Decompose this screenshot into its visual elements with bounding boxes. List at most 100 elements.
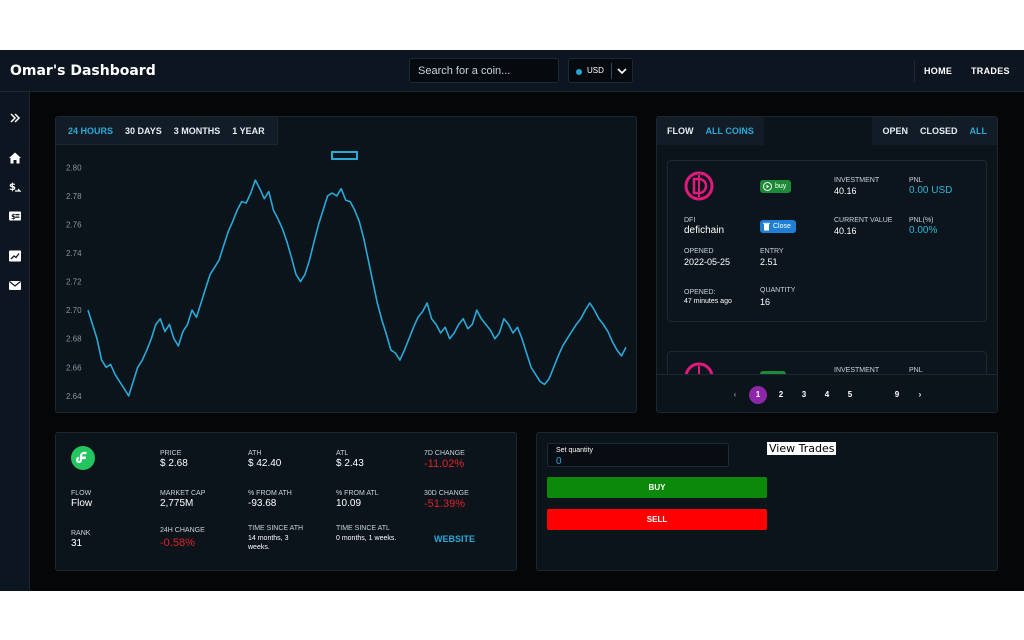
grid-dot (368, 233, 369, 234)
grid-dot (332, 233, 333, 234)
grid-dot (557, 188, 558, 189)
grid-dot (305, 296, 306, 297)
grid-dot (593, 251, 594, 252)
tab-1-year[interactable]: 1 YEAR (232, 125, 265, 136)
grid-dot (350, 242, 351, 243)
grid-dot (413, 161, 414, 162)
pagination-next-button[interactable]: › (918, 390, 922, 399)
grid-dot (98, 341, 99, 342)
grid-dot (251, 287, 252, 288)
grid-dot (485, 395, 486, 396)
nav-trades-link[interactable]: TRADES (971, 66, 1010, 76)
grid-dot (368, 224, 369, 225)
grid-dot (539, 314, 540, 315)
grid-dot (215, 170, 216, 171)
grid-dot (269, 332, 270, 333)
grid-dot (332, 242, 333, 243)
grid-dot (359, 386, 360, 387)
grid-dot (152, 224, 153, 225)
tab-all[interactable]: ALL (969, 126, 988, 136)
grid-dot (251, 386, 252, 387)
grid-dot (467, 269, 468, 270)
nav-home-link[interactable]: HOME (924, 66, 953, 76)
close-trade-button[interactable]: Close (760, 220, 796, 233)
grid-dot (98, 332, 99, 333)
grid-dot (566, 260, 567, 261)
tab-3-months[interactable]: 3 MONTHS (173, 125, 221, 136)
grid-dot (395, 278, 396, 279)
page-3-button[interactable]: 3 (801, 390, 807, 399)
grid-dot (107, 386, 108, 387)
market-cap-label: MARKET CAP (160, 490, 206, 497)
grid-dot (584, 170, 585, 171)
grid-dot (188, 215, 189, 216)
grid-dot (224, 332, 225, 333)
mail-icon[interactable] (8, 278, 22, 292)
page-1-button[interactable]: 1 (749, 386, 767, 404)
grid-dot (278, 206, 279, 207)
grid-dot (107, 296, 108, 297)
tab-all-coins[interactable]: ALL COINS (705, 126, 754, 136)
grid-dot (197, 269, 198, 270)
grid-dot (395, 215, 396, 216)
grid-dot (548, 242, 549, 243)
grid-dot (386, 305, 387, 306)
page-2-button[interactable]: 2 (778, 390, 784, 399)
grid-dot (116, 215, 117, 216)
grid-dot (143, 386, 144, 387)
pagination-prev-button[interactable]: ‹ (733, 390, 737, 399)
grid-dot (575, 305, 576, 306)
grid-dot (368, 269, 369, 270)
tab-flow[interactable]: FLOW (667, 126, 694, 136)
grid-dot (593, 305, 594, 306)
grid-dot (206, 242, 207, 243)
grid-dot (305, 170, 306, 171)
grid-dot (611, 233, 612, 234)
grid-dot (251, 224, 252, 225)
home-icon[interactable] (8, 151, 22, 165)
grid-dot (548, 206, 549, 207)
grid-dot (134, 206, 135, 207)
wallet-card-icon[interactable]: $ (8, 209, 22, 223)
website-link[interactable]: WEBSITE (434, 534, 476, 544)
grid-dot (233, 377, 234, 378)
sell-button[interactable]: SELL (547, 509, 767, 530)
grid-dot (341, 242, 342, 243)
grid-dot (314, 215, 315, 216)
grid-dot (161, 386, 162, 387)
tab-closed[interactable]: CLOSED (919, 126, 958, 136)
chart-icon[interactable] (8, 249, 22, 263)
currency-select[interactable]: USD (568, 58, 633, 83)
grid-dot (332, 377, 333, 378)
chevron-down-icon[interactable] (617, 63, 627, 82)
grid-dot (521, 206, 522, 207)
tab-30-days[interactable]: 30 DAYS (125, 125, 162, 136)
view-trades-button[interactable]: View Trades (767, 442, 837, 455)
quantity-field[interactable]: Set quantity (547, 443, 729, 467)
grid-dot (134, 305, 135, 306)
grid-dot (179, 314, 180, 315)
page-4-button[interactable]: 4 (824, 390, 830, 399)
coin-search-input[interactable] (409, 58, 559, 83)
trade-card[interactable]: buy Close DFI defichain INVESTMENT 40.16… (667, 160, 987, 322)
tab-24-hours[interactable]: 24 HOURS (68, 125, 114, 136)
buy-button[interactable]: BUY (547, 477, 767, 498)
quantity-input[interactable] (556, 455, 716, 467)
grid-dot (458, 314, 459, 315)
grid-dot (278, 251, 279, 252)
grid-dot (197, 377, 198, 378)
tab-open[interactable]: OPEN (882, 126, 908, 136)
grid-dot (134, 170, 135, 171)
grid-dot (359, 305, 360, 306)
grid-dot (485, 296, 486, 297)
grid-dot (431, 224, 432, 225)
grid-dot (413, 170, 414, 171)
page-9-button[interactable]: 9 (894, 390, 900, 399)
dollar-exchange-icon[interactable]: $ (8, 180, 22, 194)
grid-dot (242, 269, 243, 270)
grid-dot (404, 377, 405, 378)
page-5-button[interactable]: 5 (847, 390, 853, 399)
expand-icon[interactable] (8, 111, 22, 125)
grid-dot (602, 278, 603, 279)
grid-dot (251, 296, 252, 297)
